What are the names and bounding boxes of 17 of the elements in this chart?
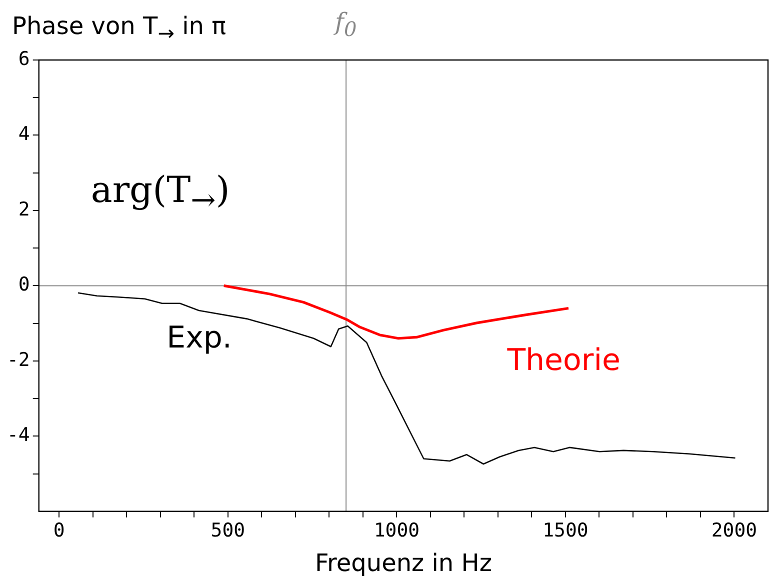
y-tick-label: 0 — [18, 274, 30, 296]
annotation: arg(T$_{→}$) — [90, 170, 230, 218]
y-tick-label: 6 — [18, 48, 30, 70]
x-tick-label: 0 — [53, 520, 65, 542]
x-tick-label: 2000 — [711, 520, 758, 542]
y-tick-label: 4 — [18, 123, 30, 146]
series-label: Theorie — [506, 343, 620, 378]
y-tick-label: 2 — [18, 198, 30, 220]
x-axis-title: Frequenz in Hz — [314, 548, 492, 577]
y-tick-label: -4 — [6, 424, 30, 446]
chart-title: Phase von T$_{→}$ in π — [12, 12, 226, 45]
x-tick-label: 1000 — [374, 520, 420, 542]
series-label: Exp. — [166, 320, 232, 356]
ref-line-label: f$_{0}$ — [335, 8, 357, 41]
x-tick-label: 500 — [210, 520, 246, 542]
x-tick-label: 1500 — [542, 520, 588, 542]
y-tick-label: -2 — [6, 348, 30, 371]
